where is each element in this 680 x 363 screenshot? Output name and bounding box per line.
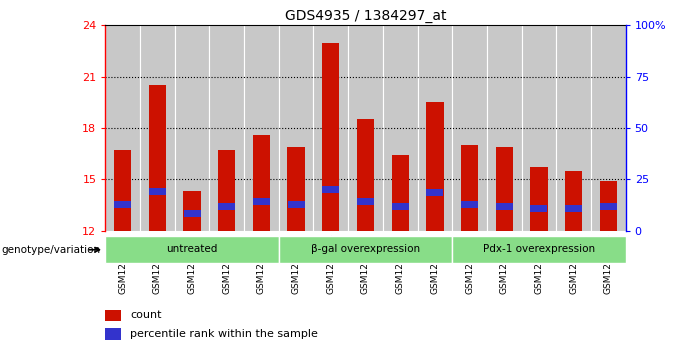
- Bar: [149, 188, 166, 195]
- Bar: [426, 189, 443, 196]
- Bar: [288, 147, 305, 231]
- Bar: [253, 135, 270, 231]
- Bar: [530, 167, 547, 231]
- Bar: [140, 25, 175, 231]
- Bar: [452, 236, 626, 264]
- Bar: [105, 25, 140, 231]
- Bar: [149, 85, 166, 231]
- Bar: [218, 150, 235, 231]
- Bar: [392, 203, 409, 210]
- Text: untreated: untreated: [167, 244, 218, 254]
- Bar: [114, 201, 131, 208]
- Bar: [487, 25, 522, 231]
- Text: percentile rank within the sample: percentile rank within the sample: [131, 329, 318, 339]
- Bar: [313, 25, 348, 231]
- Bar: [461, 201, 478, 208]
- Bar: [496, 147, 513, 231]
- Bar: [184, 210, 201, 217]
- Text: count: count: [131, 310, 162, 321]
- Bar: [496, 203, 513, 210]
- Bar: [357, 198, 374, 205]
- Bar: [591, 25, 626, 231]
- Bar: [244, 25, 279, 231]
- Bar: [114, 150, 131, 231]
- Bar: [565, 205, 582, 212]
- Bar: [426, 102, 443, 231]
- Bar: [288, 201, 305, 208]
- Bar: [105, 329, 121, 340]
- Bar: [357, 119, 374, 231]
- Bar: [218, 203, 235, 210]
- Bar: [279, 25, 313, 231]
- Bar: [600, 181, 617, 231]
- Bar: [322, 186, 339, 193]
- Bar: [175, 25, 209, 231]
- Bar: [279, 236, 452, 264]
- Bar: [184, 191, 201, 231]
- Text: β-gal overexpression: β-gal overexpression: [311, 244, 420, 254]
- Bar: [348, 25, 383, 231]
- Bar: [530, 205, 547, 212]
- Bar: [322, 42, 339, 231]
- Bar: [418, 25, 452, 231]
- Bar: [209, 25, 244, 231]
- Bar: [105, 310, 121, 321]
- Text: genotype/variation: genotype/variation: [1, 245, 101, 255]
- Bar: [565, 171, 582, 231]
- Bar: [556, 25, 591, 231]
- Bar: [461, 145, 478, 231]
- Bar: [383, 25, 418, 231]
- Bar: [253, 198, 270, 205]
- Bar: [452, 25, 487, 231]
- Text: Pdx-1 overexpression: Pdx-1 overexpression: [483, 244, 595, 254]
- Title: GDS4935 / 1384297_at: GDS4935 / 1384297_at: [285, 9, 446, 23]
- Bar: [522, 25, 556, 231]
- Bar: [105, 236, 279, 264]
- Bar: [392, 155, 409, 231]
- Bar: [600, 203, 617, 210]
